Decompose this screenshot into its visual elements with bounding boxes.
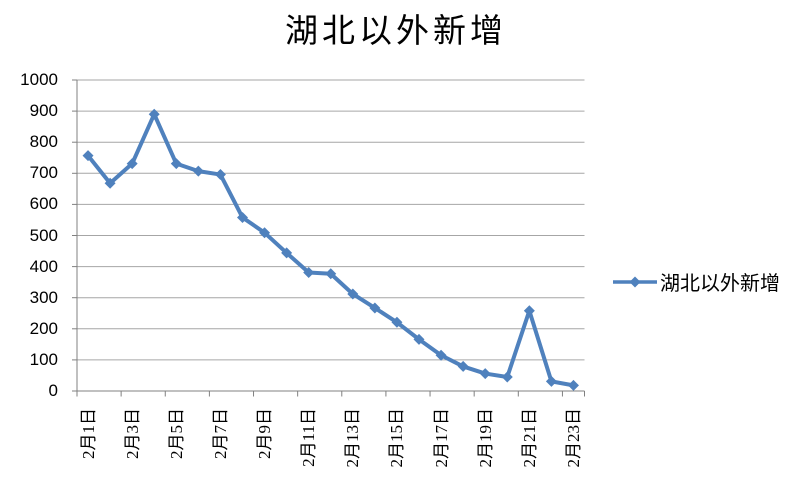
data-point-marker [567, 379, 579, 391]
x-axis-tick-label: 2月1日 [78, 408, 98, 459]
x-axis-tick-label: 2月15日 [387, 408, 407, 468]
x-axis-tick-label: 2月19日 [475, 408, 495, 468]
chart-title: 湖北以外新增 [285, 14, 507, 50]
data-point-marker [457, 360, 469, 372]
y-axis-tick-label: 900 [29, 101, 58, 121]
data-point-marker [501, 371, 513, 383]
y-axis-tick-label: 300 [29, 287, 58, 307]
x-axis-tick-label: 2月7日 [210, 408, 230, 459]
data-point-marker [435, 349, 447, 361]
y-axis-tick-label: 700 [29, 163, 58, 183]
y-axis-tick-label: 200 [29, 318, 58, 338]
data-point-marker [545, 375, 557, 387]
data-point-marker [82, 150, 94, 162]
data-point-marker [214, 169, 226, 181]
legend-diamond-marker [629, 276, 641, 287]
x-axis-tick-label: 2月3日 [122, 408, 142, 459]
legend: 湖北以外新增 [612, 267, 780, 296]
legend-marker-icon [613, 276, 657, 287]
x-axis-tick-label: 2月11日 [299, 408, 319, 467]
data-point-marker [281, 247, 293, 259]
y-axis-tick-label: 400 [29, 256, 58, 276]
x-axis-tick-label: 2月21日 [519, 408, 539, 468]
y-axis-tick-label: 100 [29, 349, 58, 369]
x-axis-tick-label: 2月17日 [431, 408, 451, 468]
y-axis-tick-label: 0 [48, 381, 58, 400]
x-axis-tick-label: 2月9日 [255, 408, 275, 459]
y-axis-tick-label: 1000 [20, 70, 58, 89]
data-point-marker [126, 158, 138, 170]
legend-label: 湖北以外新增 [660, 273, 780, 295]
data-point-marker [369, 302, 381, 314]
data-point-marker [104, 177, 116, 189]
data-point-marker [347, 288, 359, 300]
data-point-marker [391, 316, 403, 328]
x-axis-tick-label: 2月5日 [166, 408, 186, 459]
data-point-marker [148, 108, 160, 120]
data-point-marker [413, 333, 425, 345]
data-point-marker [192, 165, 204, 177]
x-axis-tick-label: 2月23日 [563, 408, 583, 468]
data-point-marker [523, 305, 535, 317]
y-axis-tick-label: 800 [29, 132, 58, 152]
data-point-marker [170, 158, 182, 170]
y-axis-tick-label: 500 [29, 225, 58, 245]
data-point-marker [479, 368, 491, 380]
data-point-marker [259, 227, 271, 239]
data-point-marker [303, 267, 315, 279]
data-point-marker [325, 268, 337, 280]
series-line [86, 112, 576, 388]
data-point-marker [236, 211, 248, 223]
y-axis-tick-label: 600 [29, 194, 58, 214]
x-axis-tick-label: 2月13日 [343, 408, 363, 468]
